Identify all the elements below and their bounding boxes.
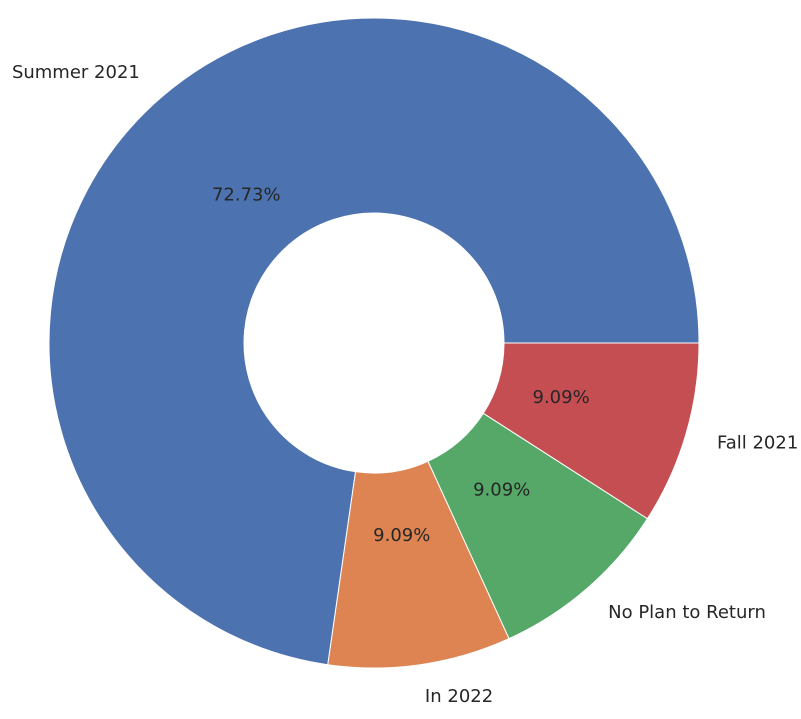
slice-label: Fall 2021 [717,433,798,454]
slice [427,412,649,640]
slice-label: No Plan to Return [608,602,766,623]
value-label: 9.09% [533,387,590,408]
value-label: 72.73% [212,185,281,206]
slice-label: Summer 2021 [12,62,140,83]
slice [48,17,700,666]
slice-label: In 2022 [425,686,493,707]
value-label: 9.09% [373,525,430,546]
value-label: 9.09% [473,479,530,500]
slice [327,460,510,669]
slice [482,342,700,520]
